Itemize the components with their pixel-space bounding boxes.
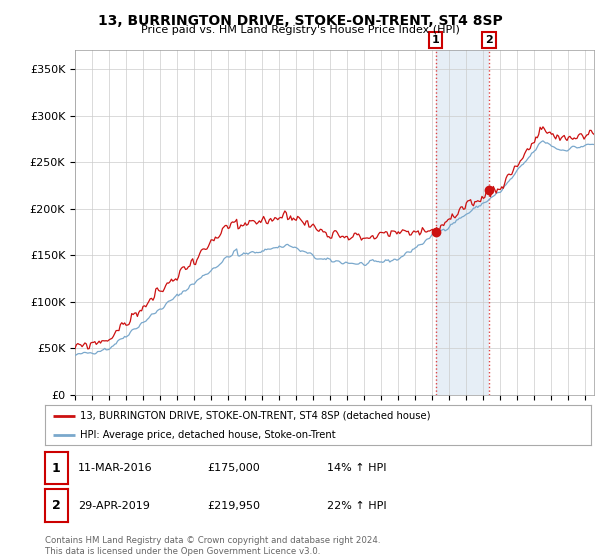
Text: 13, BURRINGTON DRIVE, STOKE-ON-TRENT, ST4 8SP (detached house): 13, BURRINGTON DRIVE, STOKE-ON-TRENT, ST… (80, 411, 431, 421)
Bar (436, 50, 489, 395)
Text: Contains HM Land Registry data © Crown copyright and database right 2024.
This d: Contains HM Land Registry data © Crown c… (45, 536, 380, 556)
Text: £175,000: £175,000 (207, 463, 260, 473)
Text: 2: 2 (485, 35, 493, 45)
Text: £219,950: £219,950 (207, 501, 260, 511)
Text: 11-MAR-2016: 11-MAR-2016 (78, 463, 152, 473)
Text: Price paid vs. HM Land Registry's House Price Index (HPI): Price paid vs. HM Land Registry's House … (140, 25, 460, 35)
Text: 13, BURRINGTON DRIVE, STOKE-ON-TRENT, ST4 8SP: 13, BURRINGTON DRIVE, STOKE-ON-TRENT, ST… (98, 14, 502, 28)
Text: 1: 1 (432, 35, 439, 45)
Text: 1: 1 (52, 461, 61, 475)
Text: 14% ↑ HPI: 14% ↑ HPI (327, 463, 386, 473)
Text: 22% ↑ HPI: 22% ↑ HPI (327, 501, 386, 511)
Text: 2: 2 (52, 499, 61, 512)
Text: 29-APR-2019: 29-APR-2019 (78, 501, 150, 511)
Text: HPI: Average price, detached house, Stoke-on-Trent: HPI: Average price, detached house, Stok… (80, 430, 336, 440)
